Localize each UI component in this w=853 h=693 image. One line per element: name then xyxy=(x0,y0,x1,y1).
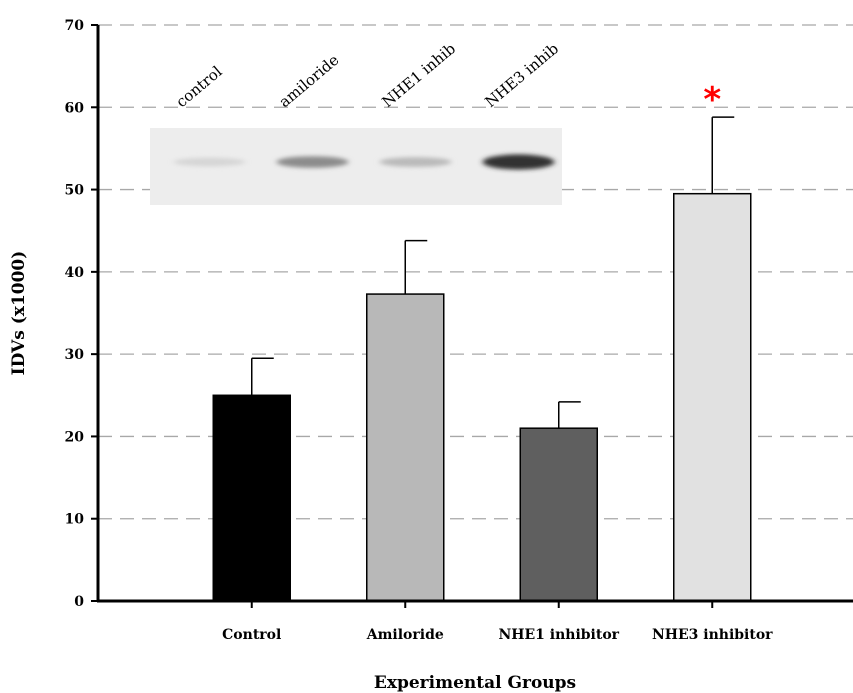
y-tick-label: 30 xyxy=(65,347,85,363)
blot-lane-label: NHE3 inhib xyxy=(482,39,563,111)
blot-band xyxy=(482,154,555,170)
bar xyxy=(519,427,598,602)
blot-band xyxy=(379,157,452,167)
x-axis-title: Experimental Groups xyxy=(374,673,576,693)
x-tick-label: Control xyxy=(222,627,281,643)
significance-marker: * xyxy=(703,80,721,120)
x-tick-label: NHE1 inhibitor xyxy=(498,627,619,643)
y-tick-label: 70 xyxy=(65,18,85,34)
y-axis-title: IDVs (x1000) xyxy=(9,251,29,376)
blot-lane-label: NHE1 inhib xyxy=(379,39,460,111)
y-tick-label: 20 xyxy=(65,429,85,445)
y-tick-label: 40 xyxy=(65,265,85,281)
western-blot-inset: control amiloride NHE1 inhib NHE3 inhib xyxy=(150,39,562,205)
bars: * xyxy=(212,80,752,602)
blot-band xyxy=(173,157,246,167)
blot-lane-label: amiloride xyxy=(276,51,343,111)
x-tick-label: NHE3 inhibitor xyxy=(652,627,773,643)
bar xyxy=(366,293,445,602)
bar xyxy=(212,394,291,602)
y-tick-label: 10 xyxy=(65,512,85,528)
blot-lane-label: control xyxy=(173,62,226,111)
y-tick-label: 50 xyxy=(65,183,85,199)
y-tick-label: 60 xyxy=(65,100,85,116)
axes: 0 10 20 30 40 50 60 70 Control Amiloride NHE1 inhi… xyxy=(65,18,853,643)
bar xyxy=(673,192,752,602)
x-tick-label: Amiloride xyxy=(366,627,444,643)
y-tick-label: 0 xyxy=(74,594,84,610)
blot-band xyxy=(276,156,349,168)
